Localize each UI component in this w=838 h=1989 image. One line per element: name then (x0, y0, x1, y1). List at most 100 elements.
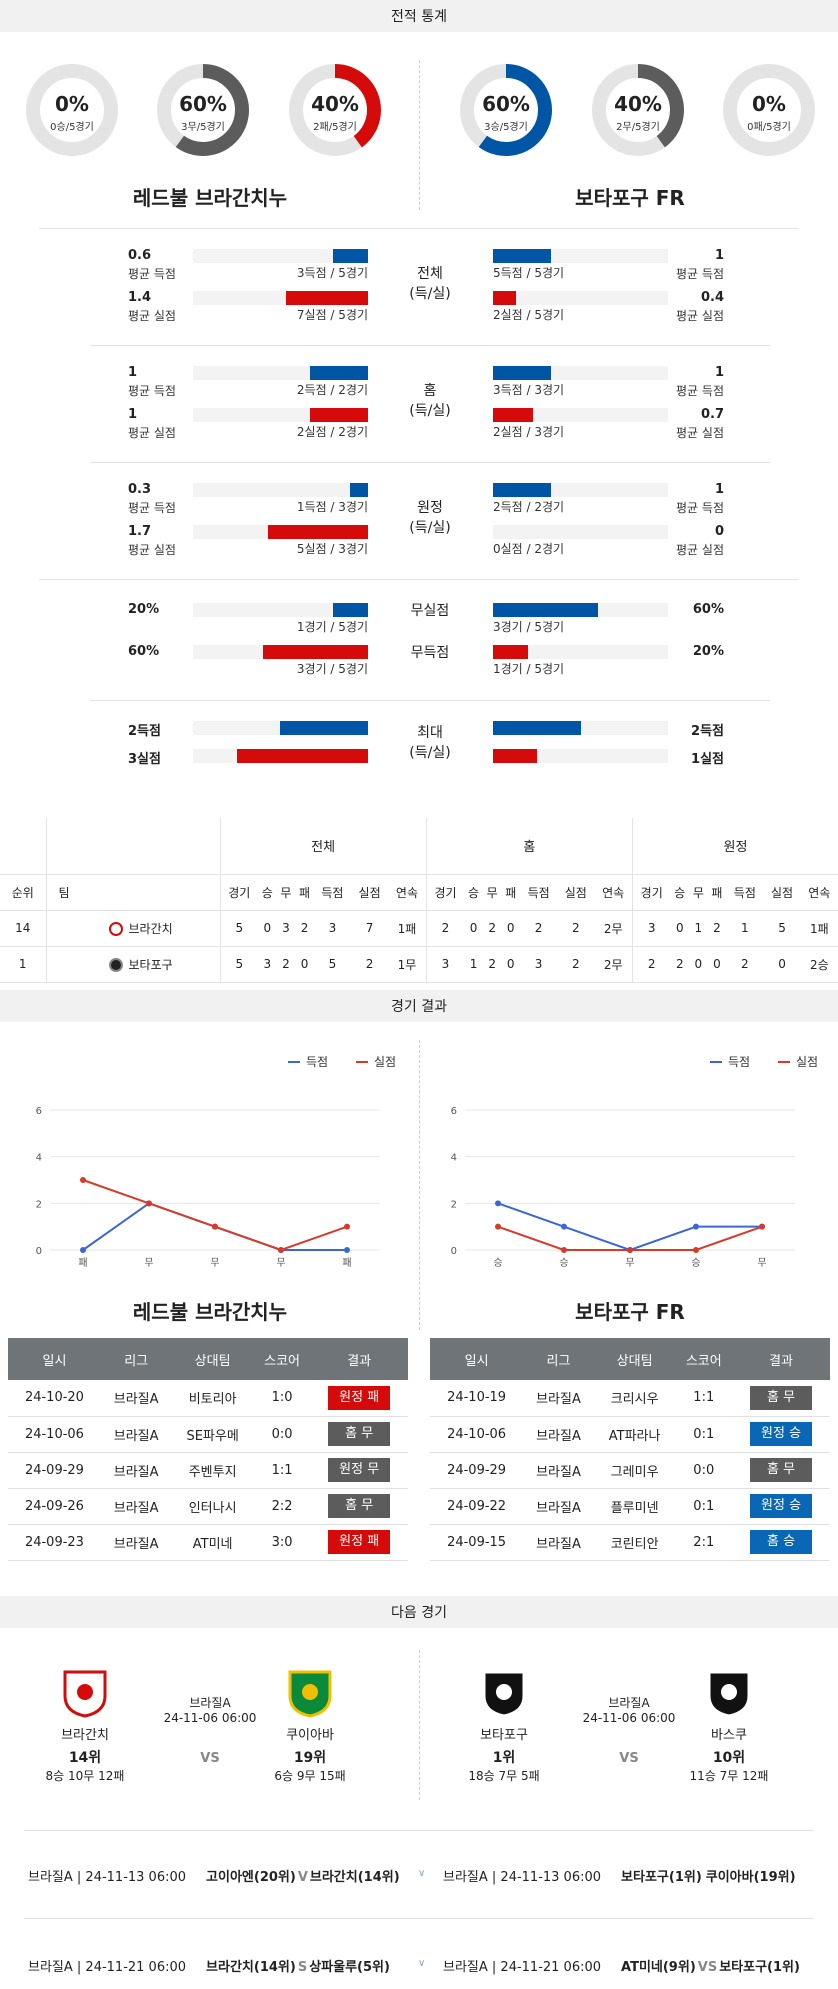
fixture-divider (24, 1830, 814, 1831)
standings-group-label: 전체 (220, 818, 427, 874)
fixture-info: 브라질A | 24-11-21 06:00 (28, 1960, 187, 1975)
standings-blank (46, 818, 221, 874)
standings-subcol: 패 (298, 885, 311, 900)
home-bar-text: 2실점 / 2경기 (296, 425, 368, 439)
standings-cell: 1패 (809, 921, 829, 936)
donut-arc (157, 64, 249, 156)
home-stat-value: 1.7 (128, 524, 152, 539)
fixture-divider (24, 1918, 814, 1919)
standings-cell: 0 (694, 957, 703, 971)
results-league: 브라질A (100, 1380, 172, 1417)
bar-track (193, 483, 368, 497)
vasco-logo-icon (707, 1670, 751, 1718)
results-date: 24-09-29 (8, 1452, 101, 1489)
data-point (561, 1247, 567, 1253)
away-team-name: 보타포구 FR (575, 186, 685, 210)
data-point (561, 1223, 567, 1230)
away-next-team: 바스쿠 10위 11승 7무 12패 (674, 1668, 784, 1784)
standings-cell: 2 (534, 921, 543, 935)
data-point (693, 1247, 699, 1253)
bar-fill (493, 291, 516, 305)
donut-percent: 0% (752, 92, 786, 116)
bar-fill (310, 366, 368, 380)
results-date: 24-10-19 (430, 1380, 524, 1417)
result-badge: 홈 승 (750, 1530, 813, 1554)
home-stat-label: 평균 득점 (128, 501, 176, 515)
data-point (627, 1247, 633, 1253)
results-header-cell: 일시 (430, 1338, 524, 1380)
standings-cell: 5 (235, 921, 244, 935)
away-stat-value: 0.7 (700, 407, 724, 422)
standings-cell: 2무 (594, 910, 633, 946)
home-stat-value: 1.4 (128, 290, 152, 305)
max-group-label: 최대 (득/실) (390, 723, 470, 763)
result-badge: 원정 패 (328, 1530, 391, 1554)
standings-subcol: 득점 (527, 885, 550, 900)
results-outcome: 원정 승 (732, 1416, 830, 1453)
result-badge: 원정 승 (750, 1494, 813, 1518)
standings-subcol: 연속 (594, 874, 633, 910)
standings-subcol: 연속 (808, 885, 831, 900)
standings-row: 1 보타포구 5 3 2 0 5 2 1무 3 1 2 0 3 2 2무 2 2 0 0 2 0 2승 (0, 946, 838, 982)
standings-subcol: 득점 (733, 885, 756, 900)
next-team-rank: 10위 (712, 1750, 746, 1766)
away-stat-value: 1 (714, 248, 724, 263)
away-stat-label: 평균 실점 (676, 543, 724, 557)
fixture-right: 브라질A | 24-11-13 06:00 보타포구(1위) 쿠이아바(19위) (443, 1866, 796, 1885)
standings-cell: 2 (647, 957, 656, 971)
standings-cell: 5 (235, 957, 244, 971)
donut-label: 40% 2무/5경기 (590, 92, 686, 133)
away-stat-value: 1 (714, 482, 724, 497)
results-score: 2:1 (675, 1524, 733, 1561)
results-header-row: 일시 리그 상대팀 스코어 결과 (430, 1338, 830, 1380)
results-league: 브라질A (100, 1488, 172, 1525)
results-row: 24-10-19 브라질A 크리시우 1:1 홈 무 (430, 1380, 830, 1417)
standings-cell: 0 (675, 921, 684, 935)
y-tick-label: 0 (451, 1246, 457, 1257)
next-team-record: 18승 7무 5패 (468, 1769, 540, 1783)
home-results-table: 일시 리그 상대팀 스코어 결과 24-10-20 브라질A 비토리아 1:0 원정 패 24-10… (8, 1338, 408, 1561)
results-date: 24-10-06 (430, 1416, 524, 1453)
results-outcome: 홈 승 (732, 1524, 830, 1561)
fixture-team-1: 보타포구(1위) (621, 1870, 702, 1885)
home-score-chart: 득점 실점 0 2 4 6 패 무 무 무 패 (36, 1055, 396, 1269)
data-point (693, 1223, 699, 1230)
donut-percent: 40% (614, 92, 662, 116)
standings-cell: 3 (441, 957, 450, 971)
standings-subcol: 경기 (228, 885, 251, 900)
standings-cell: 2 (571, 957, 580, 971)
x-tick-label: 무 (757, 1258, 766, 1269)
bar-fill (350, 483, 368, 497)
standings-cell: 2 (441, 921, 450, 935)
standings-cell: 1 (741, 921, 749, 935)
standings-subcol: 실점 (564, 885, 587, 900)
home-stat-value: 0.3 (128, 482, 152, 497)
standings-subcol: 패 (505, 885, 517, 900)
results-row: 24-10-06 브라질A SE파우메 0:0 홈 무 (8, 1416, 408, 1453)
home-stat-label: 평균 득점 (128, 384, 176, 398)
donut-subtext: 2패/5경기 (313, 122, 357, 133)
bar-fill (280, 721, 368, 735)
standings-cell: 1무 (388, 946, 427, 982)
stat-group-label-line: (득/실) (409, 520, 451, 536)
bar-track (493, 645, 668, 659)
stat-group-label: 홈 (득/실) (390, 381, 470, 421)
standings-cell: 2 (488, 921, 496, 935)
fixture-info: 브라질A | 24-11-13 06:00 (443, 1870, 602, 1885)
results-score: 1:1 (253, 1452, 311, 1489)
bar-fill (333, 249, 368, 263)
home-stat-value: 1 (128, 365, 138, 380)
results-row: 24-09-26 브라질A 인터나시 2:2 홈 무 (8, 1488, 408, 1525)
standings-cell: 2무 (594, 946, 633, 982)
donut-subtext: 3승/5경기 (484, 122, 528, 133)
away-stat-label: 평균 실점 (676, 309, 724, 323)
data-point (80, 1177, 86, 1183)
away-bar-text: 3득점 / 3경기 (493, 383, 565, 397)
section-title-next: 다음 경기 (0, 1596, 838, 1628)
fixture-team-2: 상파울루(5위) (309, 1960, 390, 1975)
bar-track (193, 603, 368, 617)
results-opp: 주벤투지 (171, 1452, 254, 1489)
standings-group-label: 홈 (426, 818, 633, 874)
next-team-name: 쿠이아바 (286, 1728, 334, 1743)
donut-arc (289, 64, 381, 156)
